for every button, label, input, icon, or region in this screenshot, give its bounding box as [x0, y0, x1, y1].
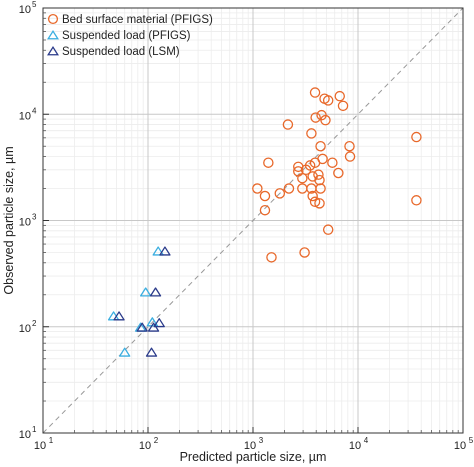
legend-marker-triangle	[47, 29, 59, 40]
data-point-circle	[333, 167, 344, 179]
y-tick-exponent: 3	[32, 213, 37, 222]
data-point-circle	[299, 247, 310, 258]
series-2	[113, 246, 171, 357]
data-point-circle	[282, 119, 294, 130]
data-point-triangle	[149, 287, 162, 297]
data-point-circle	[309, 196, 321, 208]
legend-entry-bed-surface: Bed surface material (PFIGS)	[47, 13, 213, 26]
x-axis-tick-labels: 10 1 10 2 10 3 10 4 10 5	[34, 436, 474, 452]
y-axis-label: Observed particle size, µm	[2, 146, 16, 294]
legend-marker-circle	[47, 13, 59, 25]
data-point-circle	[263, 157, 274, 168]
data-point-circle	[306, 128, 317, 139]
data-point-circle	[266, 252, 277, 263]
data-point-circle	[337, 100, 349, 112]
x-tick-exponent: 4	[364, 436, 369, 445]
data-point-triangle	[152, 246, 164, 256]
one-to-one-reference-line	[42, 7, 464, 434]
data-point-circle	[327, 157, 338, 168]
data-point-circle	[307, 190, 318, 202]
series-0	[252, 87, 422, 263]
x-tick-label: 10	[34, 440, 46, 452]
data-point-triangle	[159, 246, 171, 256]
data-point-circle	[322, 224, 334, 235]
legend-entry-suspended-pfigs: Suspended load (PFIGS)	[47, 29, 191, 42]
legend: Bed surface material (PFIGS) Suspended l…	[47, 13, 213, 58]
x-tick-exponent: 3	[259, 436, 264, 445]
data-point-circle	[315, 183, 326, 194]
x-tick-exponent: 1	[49, 436, 54, 445]
data-point-circle	[259, 190, 271, 202]
data-point-circle	[314, 174, 325, 186]
data-point-triangle	[153, 318, 165, 328]
x-tick-exponent: 5	[469, 436, 474, 445]
data-point-circle	[252, 183, 263, 194]
legend-label-suspended-pfigs: Suspended load (PFIGS)	[62, 30, 191, 42]
y-tick-exponent: 5	[32, 0, 37, 9]
data-point-circle	[344, 140, 355, 152]
data-point-circle	[322, 95, 334, 106]
legend-marker-triangle	[47, 45, 59, 56]
y-tick-label: 10	[19, 4, 31, 16]
data-point-circle	[313, 169, 324, 180]
data-point-triangle	[140, 287, 152, 297]
data-point-circle	[411, 195, 422, 206]
data-points	[107, 87, 422, 357]
data-point-circle	[283, 183, 295, 194]
data-point-circle	[304, 160, 316, 171]
data-point-circle	[314, 198, 325, 209]
y-tick-exponent: 2	[32, 319, 37, 328]
x-axis-label: Predicted particle size, µm	[180, 450, 327, 464]
data-point-circle	[344, 151, 356, 162]
legend-label-suspended-lsm: Suspended load (LSM)	[62, 46, 180, 58]
data-point-circle	[309, 87, 321, 98]
x-tick-label: 10	[454, 440, 466, 452]
x-tick-exponent: 2	[154, 436, 159, 445]
y-tick-label: 10	[19, 217, 31, 229]
data-point-circle	[411, 131, 422, 143]
x-tick-label: 10	[244, 440, 256, 452]
y-tick-exponent: 4	[32, 106, 37, 115]
data-point-triangle	[136, 322, 148, 332]
y-tick-label: 10	[19, 429, 31, 441]
x-tick-label: 10	[139, 440, 151, 452]
data-point-circle	[259, 204, 271, 216]
data-point-circle	[317, 153, 328, 165]
data-point-circle	[297, 172, 308, 184]
data-point-triangle	[145, 347, 158, 357]
y-tick-exponent: 1	[32, 425, 37, 434]
x-tick-label: 10	[349, 440, 361, 452]
data-point-circle	[334, 90, 345, 102]
data-point-circle	[310, 112, 321, 123]
data-point-triangle	[119, 347, 131, 357]
legend-entry-suspended-lsm: Suspended load (LSM)	[47, 45, 180, 58]
y-tick-label: 10	[19, 110, 31, 122]
y-tick-label: 10	[19, 323, 31, 335]
data-point-circle	[274, 188, 286, 199]
legend-label-bed-surface: Bed surface material (PFIGS)	[62, 14, 213, 26]
data-point-circle	[320, 114, 331, 126]
axis-ticks	[42, 7, 464, 434]
data-point-triangle	[113, 311, 125, 321]
data-point-circle	[315, 140, 326, 152]
